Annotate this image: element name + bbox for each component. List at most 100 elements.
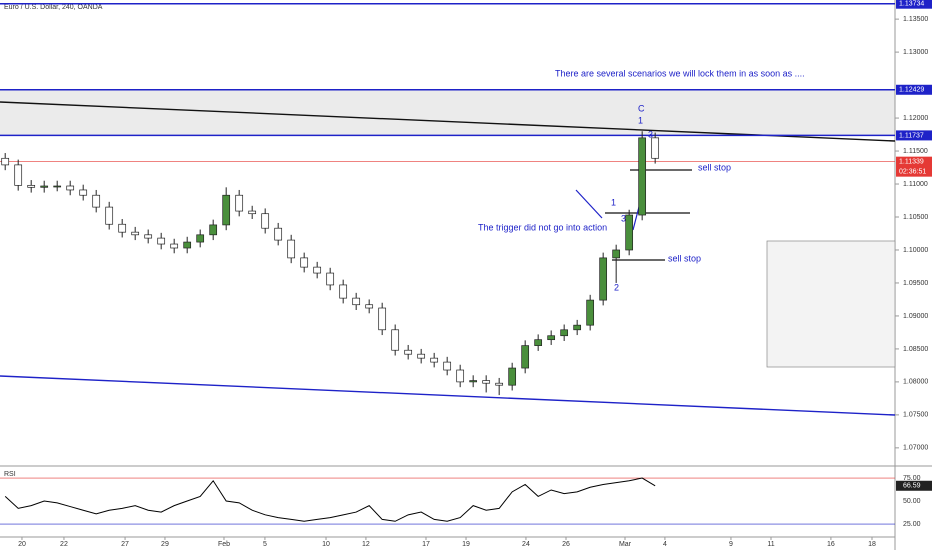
level-tag — [896, 0, 932, 9]
x-tick-label: 18 — [868, 541, 876, 548]
candle-body — [495, 382, 504, 386]
x-tick-label: 26 — [562, 541, 570, 548]
candle-body — [235, 194, 244, 212]
x-tick-label: 5 — [263, 541, 267, 548]
x-tick-label: 16 — [827, 541, 835, 548]
y-tick-label: 1.09000 — [903, 313, 928, 320]
wave-label: 3 — [648, 129, 653, 139]
x-tick-label: 24 — [522, 541, 530, 548]
candle-body — [534, 339, 543, 346]
candle-body — [586, 299, 595, 326]
wave-label: 1 — [611, 197, 616, 207]
candle-body — [391, 329, 400, 351]
arrow — [575, 189, 603, 219]
level-label: 1.13734 — [899, 1, 924, 8]
candle-body — [248, 210, 257, 215]
y-tick-label: 1.07000 — [903, 445, 928, 452]
candle-body — [27, 184, 36, 188]
y-tick-label: 1.08000 — [903, 379, 928, 386]
annotation: There are several scenarios we will lock… — [555, 68, 805, 78]
candle-body — [53, 185, 62, 188]
candle-body — [144, 234, 153, 239]
x-tick-label: 12 — [362, 541, 370, 548]
candle-body — [131, 231, 140, 236]
candle-body — [274, 227, 283, 241]
annotation: sell stop — [698, 162, 731, 172]
last-price-tag — [896, 156, 932, 177]
x-tick-label: 22 — [60, 541, 68, 548]
y-tick-label: 1.12000 — [903, 115, 928, 122]
y-tick-label: 1.08500 — [903, 346, 928, 353]
y-tick-label: 25.00 — [903, 521, 921, 528]
x-tick-label: Mar — [619, 541, 632, 548]
level-tag — [896, 84, 932, 95]
chart-title: Euro / U.S. Dollar, 240, OANDA — [4, 4, 103, 11]
candle-body — [118, 223, 127, 233]
x-tick-label: 10 — [322, 541, 330, 548]
candle-body — [66, 185, 75, 191]
candle-body — [92, 194, 101, 208]
candle-body — [573, 324, 582, 331]
y-tick-label: 50.00 — [903, 498, 921, 505]
y-tick-label: 1.11000 — [903, 181, 928, 188]
channel-line — [0, 375, 896, 416]
x-tick-label: 27 — [121, 541, 129, 548]
candle-body — [157, 237, 166, 245]
y-tick-label: 1.09500 — [903, 280, 928, 287]
x-tick-label: 19 — [462, 541, 470, 548]
candle-body — [222, 194, 231, 226]
y-tick-label: 1.13500 — [903, 16, 928, 23]
candle-body — [417, 353, 426, 359]
y-tick-label: 1.13000 — [903, 49, 928, 56]
x-tick-label: 4 — [663, 541, 667, 548]
candle-body — [209, 224, 218, 236]
trend-line — [0, 101, 896, 142]
candle-body — [105, 206, 114, 225]
x-tick-label: 11 — [767, 541, 774, 548]
annotation: The trigger did not go into action — [478, 222, 607, 232]
candle-body — [651, 137, 660, 159]
range-box — [766, 240, 896, 368]
x-tick-label: 20 — [18, 541, 26, 548]
candle-body — [313, 266, 322, 274]
rsi-title: RSI — [4, 471, 16, 478]
candle-body — [196, 234, 205, 243]
wave-label: 1 — [638, 115, 643, 125]
candle-body — [599, 257, 608, 301]
last-price-label: 1.11339 — [899, 159, 924, 166]
rsi-value-label: 66.59 — [903, 483, 921, 490]
candle-body — [378, 307, 387, 331]
x-tick-label: Feb — [218, 541, 230, 548]
candle-body — [443, 361, 452, 371]
rsi-tag — [896, 480, 932, 491]
level-tag — [896, 130, 932, 141]
candle-body — [469, 380, 478, 383]
candle-body — [287, 239, 296, 259]
candle-body — [79, 189, 88, 196]
candle-body — [1, 157, 10, 166]
candle-body — [183, 241, 192, 249]
annotation: sell stop — [668, 253, 701, 263]
candle-body — [14, 164, 23, 186]
rsi-line — [4, 477, 656, 522]
y-tick-label: 75.00 — [903, 475, 921, 482]
y-tick-label: 1.11500 — [903, 148, 928, 155]
x-tick-label: 29 — [161, 541, 169, 548]
candle-body — [170, 243, 179, 249]
candle-body — [508, 367, 517, 386]
candle-body — [560, 329, 569, 337]
y-tick-label: 1.07500 — [903, 412, 928, 419]
y-tick-label: 1.10500 — [903, 214, 928, 221]
candle-body — [300, 257, 309, 268]
candle-body — [430, 357, 439, 363]
candle-body — [404, 349, 413, 355]
x-tick-label: 17 — [422, 541, 430, 548]
candle-body — [352, 297, 361, 306]
candle-body — [547, 335, 556, 341]
countdown: 02:36:51 — [899, 169, 926, 176]
zone — [0, 89, 895, 136]
candle-body — [625, 214, 634, 251]
y-tick-label: 1.10000 — [903, 247, 928, 254]
candle-body — [40, 185, 49, 188]
